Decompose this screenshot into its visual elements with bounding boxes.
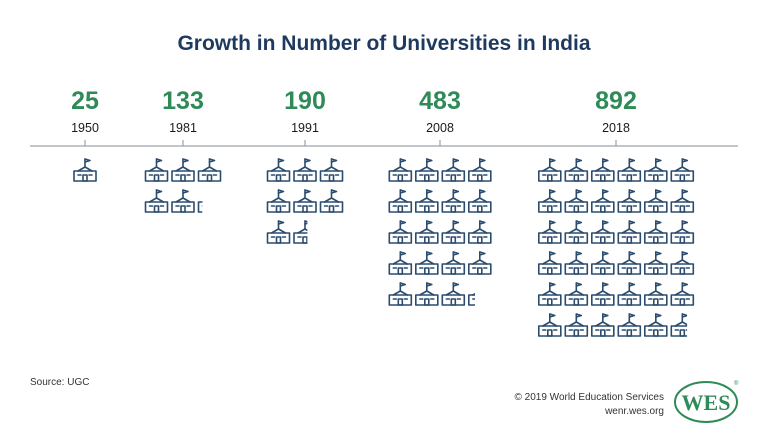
university-icon (643, 313, 668, 337)
university-icon (414, 251, 439, 275)
university-icon (564, 189, 589, 213)
year-label: 1991 (291, 121, 319, 135)
university-icon (564, 158, 589, 182)
university-icon (590, 251, 615, 275)
university-icon (643, 189, 668, 213)
university-icon (266, 220, 291, 244)
column-1981: 133 1981 (144, 87, 222, 213)
chart-title: Growth in Number of Universities in Indi… (177, 32, 590, 55)
university-icon (171, 189, 195, 213)
university-icon (643, 251, 668, 275)
column-2018: 892 2018 (537, 87, 695, 337)
value-label: 190 (284, 87, 326, 115)
university-icon (617, 220, 642, 244)
university-icon (441, 282, 466, 306)
university-icon (617, 158, 642, 182)
university-icon (670, 189, 695, 213)
university-icon (537, 158, 562, 182)
wes-logo-text: WES (682, 390, 731, 415)
university-icon (590, 158, 615, 182)
university-icon (171, 158, 195, 182)
university-icon (564, 313, 589, 337)
value-label: 133 (162, 87, 204, 115)
university-icon (617, 282, 642, 306)
university-icon (537, 313, 562, 337)
university-icon (564, 282, 589, 306)
value-label: 25 (71, 87, 99, 115)
university-icon (441, 189, 466, 213)
year-label: 1950 (71, 121, 99, 135)
column-1991: 190 1991 (266, 87, 344, 244)
university-icon (617, 189, 642, 213)
university-icon (73, 158, 97, 182)
university-icon (670, 220, 695, 244)
university-icon (564, 220, 589, 244)
university-icon (414, 158, 439, 182)
university-icon (319, 158, 344, 182)
university-icon (643, 282, 668, 306)
university-icon (670, 158, 695, 182)
wes-logo: WES ® (674, 380, 739, 423)
university-icon (441, 158, 466, 182)
university-icon (414, 282, 439, 306)
university-icon-partial (293, 220, 308, 244)
university-icon (266, 158, 291, 182)
university-icon (590, 282, 615, 306)
university-icon (537, 189, 562, 213)
university-icon (293, 158, 317, 182)
university-icon (670, 282, 695, 306)
university-icon (590, 313, 615, 337)
university-icon (414, 189, 439, 213)
year-label: 1981 (169, 121, 197, 135)
university-icon (467, 251, 492, 275)
university-icon (414, 220, 439, 244)
university-icon (293, 189, 317, 213)
university-icon (537, 220, 562, 244)
university-icon (590, 189, 615, 213)
university-icon (467, 189, 492, 213)
website-text: wenr.wes.org (604, 406, 664, 417)
university-icon (643, 158, 668, 182)
year-label: 2018 (602, 121, 630, 135)
university-icon (319, 189, 344, 213)
university-icon (441, 251, 466, 275)
university-icon (144, 158, 169, 182)
university-icon-partial (467, 282, 475, 306)
university-icon (617, 251, 642, 275)
source-note: Source: UGC (30, 377, 89, 388)
university-icon (388, 158, 413, 182)
university-icon (441, 220, 466, 244)
university-icon (266, 189, 291, 213)
wes-logo-registered: ® (734, 380, 739, 387)
copyright-text: © 2019 World Education Services (515, 392, 664, 403)
university-icon (197, 158, 222, 182)
column-2008: 483 2008 (388, 87, 492, 306)
university-icon-partial (197, 189, 203, 213)
university-icon-partial (670, 313, 688, 337)
university-icon (670, 251, 695, 275)
university-icon (643, 220, 668, 244)
university-icon (388, 251, 413, 275)
value-label: 483 (419, 87, 461, 115)
university-icon (564, 251, 589, 275)
university-icon (617, 313, 642, 337)
timeline-columns: 25 1950 133 1981 190 1991 483 2008 892 2018 (71, 87, 695, 337)
university-icon (467, 158, 492, 182)
university-icon (537, 282, 562, 306)
university-icon (144, 189, 169, 213)
university-icon (388, 220, 413, 244)
university-icon (537, 251, 562, 275)
column-1950: 25 1950 (71, 87, 99, 182)
university-icon (388, 282, 413, 306)
university-icon (590, 220, 615, 244)
university-icon (467, 220, 492, 244)
university-icon (388, 189, 413, 213)
value-label: 892 (595, 87, 637, 115)
year-label: 2008 (426, 121, 454, 135)
